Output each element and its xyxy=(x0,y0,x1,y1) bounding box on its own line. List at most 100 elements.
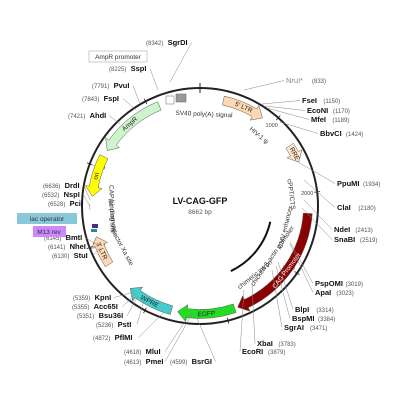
m13-rev-box: M13 rev xyxy=(33,226,66,237)
feature-label: EGFP xyxy=(197,310,215,318)
site-name: KpnI xyxy=(95,293,112,302)
site-name: Acc65I xyxy=(94,302,118,311)
site-coordinate: (7843) xyxy=(82,97,99,103)
inner-feature-label: CAP binding site xyxy=(107,185,116,234)
site-name: SspI xyxy=(131,64,147,73)
site-leader-line xyxy=(169,42,192,83)
site-name: MfeI xyxy=(311,115,326,124)
site-coordinate: (6528) xyxy=(48,202,65,208)
site-leader-line xyxy=(243,80,285,91)
site-snabi: (2519) SnaBI xyxy=(301,207,377,244)
ampr-promoter-label: AmpR promoter xyxy=(95,54,142,61)
backbone-circle xyxy=(81,87,319,325)
feature-ampr xyxy=(105,101,162,151)
site-leader-line xyxy=(92,247,101,256)
site-kpni: (5359) KpnI xyxy=(73,291,135,302)
site-xbai: (3783) XbaI xyxy=(251,283,296,348)
feature-rre xyxy=(285,142,303,163)
site-name: SnaBI xyxy=(334,235,355,244)
plasmid-size: 8662 bp xyxy=(188,209,212,216)
site-coordinate: (1150) xyxy=(323,99,340,105)
site-sspi: (8225) SspI xyxy=(109,64,159,91)
site-psti: (5236) PstI xyxy=(96,299,145,329)
site-leader-line xyxy=(303,179,336,208)
site-nrui-: (833) NruI* xyxy=(243,76,326,91)
site-leader-line xyxy=(303,199,333,230)
site-leader-line xyxy=(279,121,319,134)
site-name: NspI xyxy=(64,190,80,199)
site-coordinate: (6145) xyxy=(44,236,61,242)
site-leader-line xyxy=(84,237,97,245)
inner-feature-label: lac promoter xyxy=(106,198,117,236)
site-leader-line xyxy=(122,98,137,111)
site-coordinate: (6130) xyxy=(52,254,69,260)
site-leader-line xyxy=(126,295,139,316)
site-coordinate: (3384) xyxy=(318,317,335,323)
site-name: PvuI xyxy=(114,81,130,90)
site-name: PpuMI xyxy=(337,179,360,188)
site-name: BspMI xyxy=(292,314,315,323)
site-name: PflMI xyxy=(115,333,133,342)
site-leader-line xyxy=(164,313,191,352)
site-drdi: (6636) DrdI xyxy=(43,181,91,201)
site-coordinate: (2519) xyxy=(360,238,377,244)
site-leader-line xyxy=(138,311,165,338)
site-name: SgrAI xyxy=(284,323,304,332)
inner-feature-label: SV40 poly(A) signal xyxy=(175,110,233,120)
site-coordinate: (1189) xyxy=(332,118,349,124)
site-leader-line xyxy=(264,105,306,111)
site-leader-line xyxy=(164,313,193,362)
sv40-polya-box xyxy=(175,93,187,103)
site-coordinate: (6636) xyxy=(43,184,60,190)
site-ecori: (3879) EcoRI xyxy=(239,289,285,356)
m13-rev-marker xyxy=(92,224,98,228)
feature-5-ltr xyxy=(222,95,263,121)
site-pvui: (7791) PvuI xyxy=(92,81,141,105)
tick-mark xyxy=(294,271,300,276)
site-name: PstI xyxy=(118,320,132,329)
site-leader-line xyxy=(132,85,141,105)
site-name: NruI* xyxy=(286,76,303,85)
site-acc65i: (5355) Acc65I xyxy=(72,293,137,311)
site-fsei: (1150) FseI xyxy=(261,96,340,105)
site-stui: (6130) StuI xyxy=(52,247,101,260)
site-leader-line xyxy=(195,315,216,362)
site-name: XbaI xyxy=(257,339,273,348)
site-leader-line xyxy=(239,289,245,352)
site-leader-line xyxy=(271,269,283,328)
site-pspomi: (3019)PspOMI xyxy=(289,241,363,288)
site-econi: (1170) EcoNI xyxy=(264,105,350,115)
restriction-site-layer: (8342) SgrDI (8225) SspI (7791) PvuI (7843) Fsp… xyxy=(42,38,380,366)
site-name: SgrDI xyxy=(168,38,188,47)
site-name: EcoNI xyxy=(307,106,328,115)
feature-3-ltr xyxy=(91,236,114,268)
backbone-layer xyxy=(81,87,319,325)
site-pmei: (4613) PmeI xyxy=(124,313,193,366)
site-name: FseI xyxy=(302,96,317,105)
tick-mark xyxy=(275,115,281,121)
site-coordinate: (3314) xyxy=(316,308,333,314)
site-leader-line xyxy=(149,68,159,91)
site-leader-line xyxy=(289,243,314,293)
tick-mark xyxy=(143,307,147,314)
tick-mark xyxy=(86,162,93,166)
plasmid-name: LV-CAG-GFP xyxy=(173,196,228,206)
site-coordinate: (3783) xyxy=(278,342,295,348)
site-name: Bsu36I xyxy=(99,311,124,320)
site-coordinate: (4613) xyxy=(124,360,141,366)
site-coordinate: (1424) xyxy=(346,132,363,138)
site-coordinate: (5359) xyxy=(73,296,90,302)
site-pcii: (6528) PciI xyxy=(48,199,91,211)
tick-mark xyxy=(143,98,148,105)
lac-operator-marker xyxy=(91,229,97,232)
site-coordinate: (3471) xyxy=(310,326,327,332)
site-coordinate: (7421) xyxy=(68,114,85,120)
site-sgrdi: (8342) SgrDI xyxy=(146,38,192,83)
site-coordinate: (4599) xyxy=(170,360,187,366)
site-name: BsrGI xyxy=(192,357,212,366)
site-name: DrdI xyxy=(65,181,80,190)
site-fspi: (7843) FspI xyxy=(82,94,137,111)
site-bmti: (6145) BmtI xyxy=(44,233,97,245)
site-name: StuI xyxy=(74,251,88,260)
